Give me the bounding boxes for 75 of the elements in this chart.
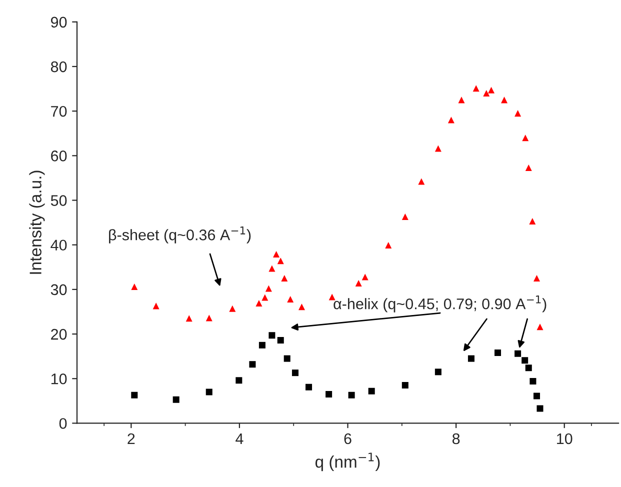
- y-tick-label: 10: [51, 373, 67, 384]
- point: [501, 96, 508, 104]
- y-tick-label: 40: [50, 240, 67, 251]
- point: [533, 275, 540, 282]
- point: [402, 214, 408, 220]
- point: [355, 280, 362, 286]
- point: [229, 305, 236, 312]
- point: [236, 377, 242, 384]
- point: [268, 332, 276, 339]
- y-tick-label: 90: [51, 16, 67, 28]
- point: [525, 364, 532, 372]
- point: [418, 178, 425, 185]
- point: [277, 337, 284, 344]
- point: [536, 405, 544, 412]
- point: [206, 388, 212, 396]
- x-tick-label: 6: [344, 433, 352, 444]
- point: [434, 145, 442, 152]
- y-axis-title: Intensity (a.u.): [29, 170, 45, 274]
- y-tick-label: 60: [51, 150, 67, 162]
- point: [326, 390, 332, 398]
- point: [265, 285, 272, 292]
- point: [434, 368, 442, 376]
- point: [529, 218, 536, 224]
- point: [448, 116, 454, 124]
- point: [206, 314, 212, 322]
- point: [348, 392, 355, 398]
- point: [268, 265, 276, 272]
- point: [533, 392, 540, 400]
- point: [131, 284, 138, 290]
- point: [514, 110, 522, 117]
- point: [458, 96, 465, 104]
- y-tick-label: 50: [50, 195, 67, 206]
- point: [277, 258, 284, 264]
- point: [186, 315, 192, 322]
- x-tick-label: 8: [452, 433, 460, 444]
- point: [385, 242, 392, 249]
- point: [368, 388, 375, 394]
- point: [472, 85, 480, 92]
- point: [249, 361, 256, 368]
- point: [522, 134, 529, 142]
- point: [281, 275, 288, 282]
- point: [152, 302, 160, 310]
- point: [468, 355, 474, 362]
- point: [525, 164, 532, 171]
- y-tick-label: 80: [50, 61, 67, 72]
- x-tick-label: 2: [128, 433, 135, 444]
- point: [292, 370, 298, 376]
- y-tick-label: 0: [59, 418, 67, 429]
- annotation: β-sheet (q~0.36 A$^{−1}$): [109, 226, 251, 244]
- y-tick-label: 30: [50, 284, 67, 296]
- x-axis-title: q (nm$^{−1}$): [315, 452, 380, 472]
- annotation: α-helix (q~0.45; 0.79; 0.90 A$^{−1}$): [334, 296, 546, 312]
- point: [514, 350, 522, 357]
- point: [256, 300, 262, 307]
- point: [287, 296, 294, 303]
- point: [258, 342, 266, 348]
- point: [483, 90, 490, 97]
- point: [172, 396, 180, 403]
- y-tick-label: 20: [51, 328, 67, 340]
- point: [488, 86, 495, 94]
- point: [273, 250, 280, 258]
- point: [298, 304, 305, 310]
- x-tick-label: 4: [236, 433, 244, 444]
- point: [522, 357, 528, 364]
- point: [262, 294, 268, 301]
- y-tick-label: 70: [51, 106, 67, 117]
- point: [530, 378, 536, 385]
- point: [284, 355, 290, 362]
- point: [494, 349, 502, 356]
- x-tick-label: 10: [557, 433, 572, 444]
- point: [536, 324, 544, 330]
- point: [362, 274, 368, 280]
- point: [306, 384, 312, 390]
- point: [131, 392, 138, 398]
- point: [402, 382, 408, 389]
